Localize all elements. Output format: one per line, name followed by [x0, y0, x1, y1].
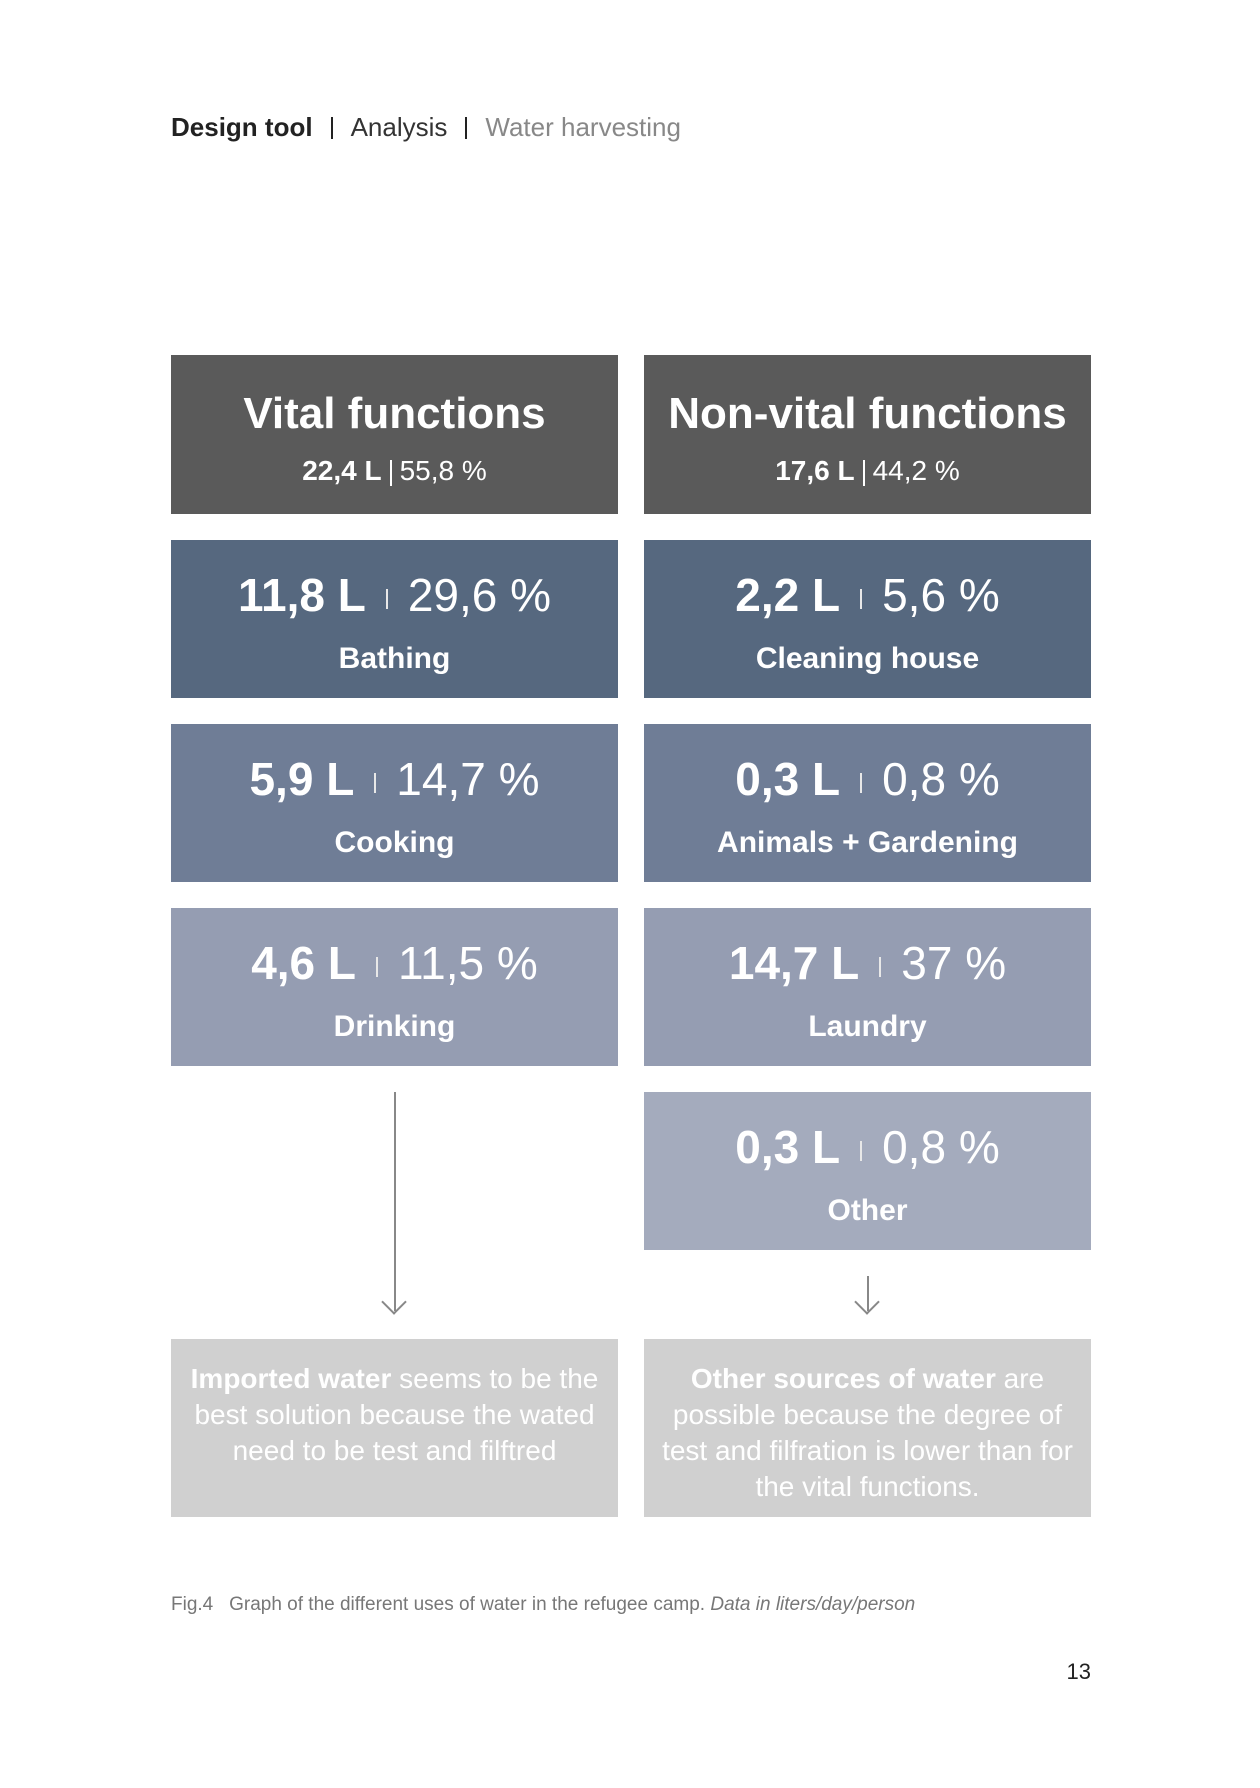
- column-header: Non-vital functions 17,6 L 44,2 %: [644, 355, 1091, 514]
- use-value: 2,2 L 5,6 %: [644, 568, 1091, 622]
- use-liters: 4,6 L: [251, 937, 357, 989]
- use-percent: 14,7 %: [396, 753, 540, 805]
- arrow-shaft: [394, 1092, 396, 1311]
- total-liters: 17,6 L: [775, 455, 855, 486]
- use-value: 0,3 L 0,8 %: [644, 1120, 1091, 1174]
- conclusion-text: are possible because the degree of test …: [662, 1363, 1073, 1502]
- figure-caption: Fig.4 Graph of the different uses of wat…: [171, 1594, 915, 1616]
- arrow-head: [854, 1289, 880, 1315]
- use-liters: 0,3 L: [735, 1121, 841, 1173]
- column-total: 22,4 L 55,8 %: [171, 455, 618, 487]
- total-percent: 55,8 %: [399, 455, 487, 486]
- use-liters: 0,3 L: [735, 753, 841, 805]
- separator: [465, 116, 468, 139]
- use-box: 14,7 L 37 % Laundry: [644, 908, 1091, 1066]
- use-percent: 0,8 %: [882, 1121, 1000, 1173]
- conclusion-box: Other sources of water are possible beca…: [644, 1339, 1091, 1517]
- use-value: 14,7 L 37 %: [644, 936, 1091, 990]
- separator: [376, 956, 379, 977]
- use-label: Cleaning house: [755, 642, 980, 675]
- use-liters: 5,9 L: [249, 753, 355, 805]
- arrow-head: [381, 1289, 407, 1315]
- separator: [860, 588, 863, 609]
- column-header: Vital functions 22,4 L 55,8 %: [171, 355, 618, 514]
- use-percent: 0,8 %: [882, 753, 1000, 805]
- header-part: Design tool: [171, 112, 313, 142]
- conclusion-text: seems to be the best solution because th…: [194, 1363, 599, 1466]
- conclusion-box: Imported water seems to be the best solu…: [171, 1339, 618, 1517]
- page-number: 13: [1066, 1659, 1091, 1684]
- use-liters: 2,2 L: [735, 569, 841, 621]
- total-percent: 44,2 %: [872, 455, 960, 486]
- separator: [389, 459, 392, 486]
- use-liters: 11,8 L: [237, 569, 366, 621]
- column-total: 17,6 L 44,2 %: [644, 455, 1091, 487]
- use-percent: 5,6 %: [882, 569, 1000, 621]
- use-label: Animals + Gardening: [717, 826, 1018, 859]
- use-percent: 29,6 %: [407, 569, 552, 621]
- figure-number: Fig.4: [171, 1594, 214, 1615]
- separator: [374, 772, 377, 793]
- separator: [860, 1140, 863, 1161]
- separator: [385, 588, 388, 609]
- header-part: Water harvesting: [485, 112, 681, 142]
- use-value: 5,9 L 14,7 %: [171, 752, 618, 806]
- use-label: Drinking: [333, 1010, 456, 1043]
- separator: [330, 116, 333, 139]
- total-liters: 22,4 L: [302, 455, 382, 486]
- use-value: 4,6 L 11,5 %: [171, 936, 618, 990]
- use-percent: 11,5 %: [398, 937, 538, 989]
- use-box: 4,6 L 11,5 % Drinking: [171, 908, 618, 1066]
- caption-text: Graph of the different uses of water in …: [229, 1594, 706, 1615]
- use-label: Laundry: [808, 1010, 927, 1043]
- column-title: Vital functions: [243, 389, 546, 438]
- arrow-shaft: [867, 1276, 869, 1311]
- running-header: Design tool Analysis Water harvesting: [171, 112, 681, 143]
- use-liters: 14,7 L: [728, 937, 860, 989]
- separator: [860, 772, 863, 793]
- use-label: Bathing: [338, 642, 451, 675]
- conclusion-text: Imported water: [190, 1363, 392, 1394]
- separator: [862, 459, 865, 486]
- use-value: 0,3 L 0,8 %: [644, 752, 1091, 806]
- use-label: Cooking: [334, 826, 455, 859]
- caption-note: Data in liters/day/person: [710, 1594, 916, 1615]
- conclusion-text: Other sources of water: [690, 1363, 996, 1394]
- header-part: Analysis: [350, 112, 448, 142]
- use-percent: 37 %: [901, 937, 1007, 989]
- use-box: 2,2 L 5,6 % Cleaning house: [644, 540, 1091, 698]
- use-value: 11,8 L 29,6 %: [171, 568, 618, 622]
- use-label: Other: [827, 1194, 908, 1227]
- column-title: Non-vital functions: [668, 389, 1067, 438]
- use-box: 0,3 L 0,8 % Other: [644, 1092, 1091, 1250]
- use-box: 5,9 L 14,7 % Cooking: [171, 724, 618, 882]
- use-box: 0,3 L 0,8 % Animals + Gardening: [644, 724, 1091, 882]
- use-box: 11,8 L 29,6 % Bathing: [171, 540, 618, 698]
- separator: [879, 956, 882, 977]
